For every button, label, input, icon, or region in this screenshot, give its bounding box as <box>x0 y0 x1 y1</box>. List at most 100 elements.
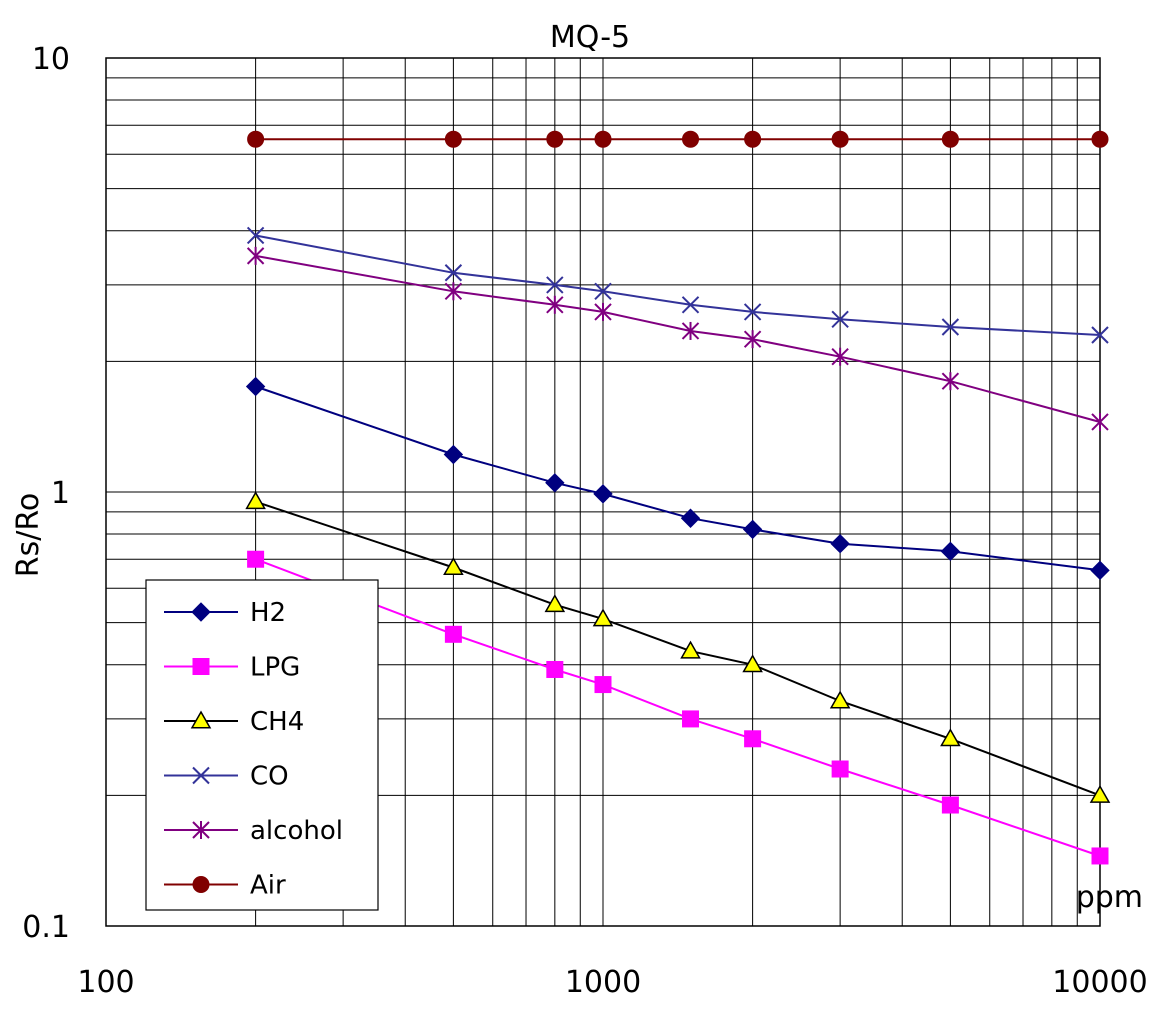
data-point <box>546 295 564 314</box>
data-point <box>546 660 564 678</box>
data-point <box>1091 412 1109 431</box>
legend-label: alcohol <box>250 816 343 846</box>
data-point <box>682 710 700 728</box>
legend-item: LPG <box>164 653 300 683</box>
data-point <box>941 372 960 391</box>
marker-stroke <box>1091 326 1109 344</box>
data-point <box>245 491 266 510</box>
data-point <box>593 484 613 504</box>
series-line <box>255 500 1101 797</box>
series-h2 <box>245 376 1110 581</box>
y-tick-labels: 10 1 0.1 <box>22 42 70 945</box>
data-point <box>443 444 464 465</box>
data-point <box>594 130 612 148</box>
data-point <box>444 625 462 643</box>
legend-label: LPG <box>250 653 300 683</box>
data-point <box>680 508 701 528</box>
data-point <box>682 130 700 148</box>
data-point <box>546 130 564 148</box>
data-point <box>742 519 763 540</box>
data-point <box>941 796 959 814</box>
data-point <box>830 534 850 554</box>
x-tick-label: 1000 <box>565 965 641 1000</box>
data-point <box>681 321 700 340</box>
data-point <box>831 310 849 329</box>
legend-item: CO <box>164 762 289 792</box>
data-point <box>247 550 265 568</box>
marker-stroke <box>831 310 849 329</box>
data-point <box>245 376 266 397</box>
data-point <box>941 130 959 148</box>
x-tick-label: 10000 <box>1052 965 1147 1000</box>
data-point <box>744 730 762 748</box>
x-unit-label: ppm <box>1076 880 1143 915</box>
data-point <box>444 282 463 301</box>
data-point <box>831 130 849 148</box>
data-point <box>444 130 462 148</box>
series-line <box>255 558 1101 857</box>
x-tick-labels: 100 1000 10000 <box>77 965 1147 1000</box>
data-point <box>744 130 762 148</box>
data-point <box>1090 560 1110 581</box>
legend-label: CH4 <box>250 707 304 737</box>
data-point <box>831 760 849 778</box>
data-point <box>247 130 265 148</box>
legend-item: alcohol <box>164 816 343 846</box>
plot-frame <box>105 57 1101 927</box>
data-point <box>829 690 851 709</box>
data-point <box>941 318 960 336</box>
series-air <box>247 130 1109 148</box>
legend-label: Air <box>250 871 286 901</box>
series-co <box>246 226 1109 344</box>
y-tick-label: 1 <box>51 476 70 511</box>
data-point <box>681 296 700 314</box>
data-point <box>192 821 210 839</box>
legend-label: CO <box>250 762 289 792</box>
data-point <box>544 594 566 613</box>
data-point <box>192 658 210 675</box>
marker-stroke <box>941 318 960 336</box>
data-point <box>743 303 762 321</box>
data-point <box>594 676 612 694</box>
series-lpg <box>247 550 1109 865</box>
legend-item: H2 <box>164 598 286 628</box>
marker-stroke <box>192 766 210 785</box>
data-point <box>594 302 612 321</box>
data-point <box>743 330 762 349</box>
marker-stroke <box>681 296 700 314</box>
data-point <box>831 347 849 366</box>
data-point <box>546 276 564 294</box>
x-tick-label: 100 <box>77 965 134 1000</box>
data-point <box>246 226 265 245</box>
series-layer <box>245 130 1111 865</box>
series-ch4 <box>245 491 1111 803</box>
legend: H2 LPG CH4 CO alcohol Air <box>145 579 379 911</box>
series-alcohol <box>246 246 1109 431</box>
legend-item: CH4 <box>164 707 304 737</box>
marker-stroke <box>246 226 265 245</box>
legend-item: Air <box>164 871 286 901</box>
data-point <box>192 766 210 785</box>
series-line <box>255 254 1101 423</box>
data-point <box>192 876 210 893</box>
series-line <box>255 385 1101 572</box>
data-point <box>444 264 463 282</box>
data-point <box>592 608 614 627</box>
y-tick-label: 0.1 <box>22 910 70 945</box>
data-point <box>1091 130 1109 148</box>
data-point <box>191 602 211 622</box>
marker-stroke <box>594 282 612 301</box>
marker-stroke <box>444 264 463 282</box>
data-point <box>742 654 763 673</box>
legend-label: H2 <box>250 598 286 628</box>
data-point <box>190 710 212 729</box>
data-point <box>1091 326 1109 344</box>
data-point <box>594 282 612 301</box>
legend-box <box>145 579 379 911</box>
y-axis-label: Rs/Ro <box>11 493 46 577</box>
marker-stroke <box>546 276 564 294</box>
data-point <box>443 556 464 575</box>
data-point <box>545 473 565 493</box>
marker-stroke <box>743 303 762 321</box>
